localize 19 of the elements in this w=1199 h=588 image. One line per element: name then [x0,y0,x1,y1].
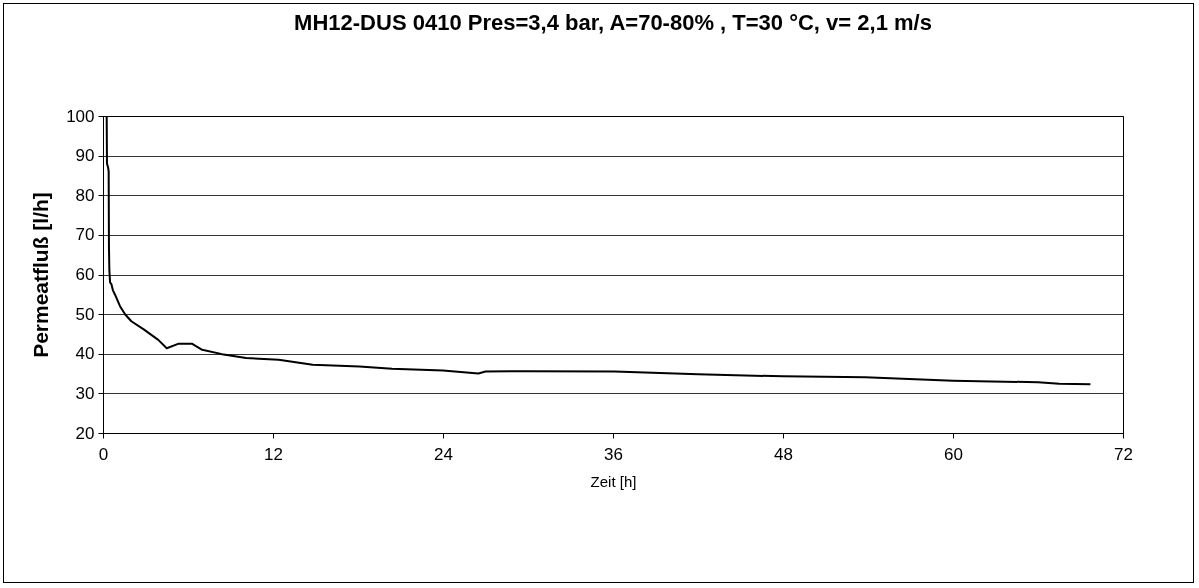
y-tick-label: 30 [75,383,95,403]
x-tick-label: 48 [774,444,793,464]
x-tick-label: 0 [98,444,109,464]
x-tick-label: 24 [434,444,453,464]
y-tick-label: 90 [75,146,95,166]
x-tick-label: 72 [1114,444,1133,464]
y-tick-label: 50 [75,304,95,324]
x-tick-label: 12 [264,444,283,464]
x-tick-label: 60 [944,444,963,464]
y-axis-title: Permeatfluß [l/h] [29,192,53,358]
x-axis-title: Zeit [h] [590,472,637,490]
x-tick-label: 36 [604,444,623,464]
y-tick-label: 70 [75,225,95,245]
y-tick-label: 20 [75,423,95,443]
y-tick-label: 80 [75,185,95,205]
y-tick-label: 60 [75,265,95,284]
y-tick-label: 100 [66,106,95,126]
y-tick-label: 40 [75,344,95,364]
chart-title: MH12-DUS 0410 Pres=3,4 bar, A=70-80% , T=30 °C, v= 2,1 m/s [294,10,932,35]
